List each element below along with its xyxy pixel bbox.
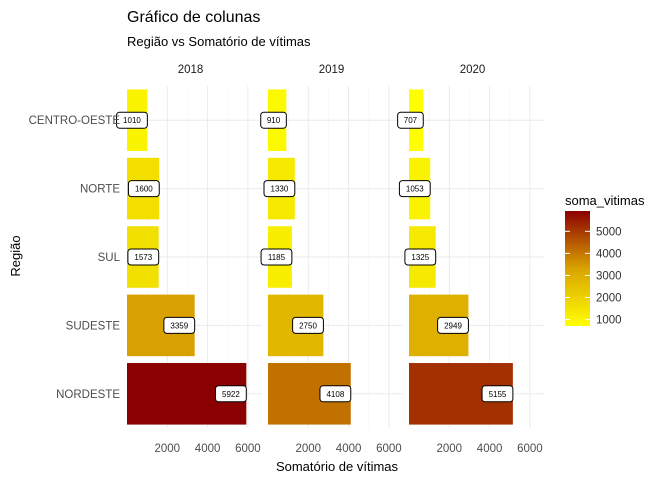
data-label-box	[404, 248, 437, 266]
data-label: 707	[404, 116, 418, 125]
data-label: 1185	[268, 253, 286, 262]
facet-strip-label: 2019	[319, 64, 345, 76]
data-label-box	[437, 316, 469, 334]
data-label-box	[263, 180, 296, 198]
y-axis-ticks: CENTRO-OESTE NORTE SUL SUDESTE NORDESTE	[29, 115, 121, 401]
x-tick-label: 6000	[376, 443, 402, 455]
data-label: 2750	[299, 321, 317, 330]
data-label-box	[398, 180, 431, 198]
data-label: 1010	[123, 116, 141, 125]
x-tick-label: 4000	[195, 443, 221, 455]
chart-title: Gráfico de colunas	[127, 9, 260, 26]
color-legend: soma_vitimas 1000 2000 3000 4000 5000	[565, 193, 645, 327]
legend-tick-label: 3000	[596, 270, 622, 282]
data-label: 2949	[444, 321, 462, 330]
y-tick-label: SUL	[98, 252, 121, 264]
y-axis-title: Região	[8, 235, 23, 276]
data-label-box	[127, 180, 160, 198]
data-label-box	[481, 385, 514, 403]
x-tick-label: 4000	[336, 443, 362, 455]
y-tick-label: NORTE	[80, 184, 120, 196]
x-tick-label: 2000	[155, 443, 181, 455]
legend-tick-label: 4000	[596, 248, 622, 260]
legend-colorbar	[565, 211, 590, 326]
data-label-box	[260, 248, 293, 266]
data-label: 1325	[411, 253, 429, 262]
data-label-box	[116, 111, 148, 129]
y-tick-label: CENTRO-OESTE	[29, 115, 121, 127]
data-label: 1573	[134, 253, 152, 262]
data-label: 3359	[170, 321, 188, 330]
data-label-box	[127, 248, 160, 266]
facet-strip-label: 2020	[460, 64, 486, 76]
data-label: 910	[267, 116, 281, 125]
data-label: 4108	[326, 390, 344, 399]
x-tick-label: 6000	[235, 443, 261, 455]
x-tick-label: 4000	[477, 443, 503, 455]
data-label-box	[319, 385, 352, 403]
y-tick-label: SUDESTE	[66, 320, 121, 332]
x-tick-label: 2000	[437, 443, 463, 455]
legend-title: soma_vitimas	[565, 193, 645, 208]
legend-tick-label: 5000	[596, 226, 622, 238]
data-label-box	[163, 316, 196, 334]
data-label-box	[215, 385, 247, 403]
data-label: 1053	[406, 185, 424, 194]
data-label-box	[260, 111, 287, 129]
facet-panel-2018: 2018 1010 1600 1573 3359 5922 2000 4000 6000	[116, 64, 262, 455]
data-label: 5922	[222, 390, 240, 399]
chart-subtitle: Região vs Somatório de vítimas	[127, 34, 311, 49]
facet-panel-2020: 2020 707 1053 1325 2949 5155 2000 4000 6000	[397, 64, 544, 455]
facet-strip-label: 2018	[178, 64, 204, 76]
data-label-box	[292, 316, 324, 334]
x-tick-label: 2000	[296, 443, 322, 455]
data-label: 1330	[271, 185, 289, 194]
legend-tick-label: 2000	[596, 292, 622, 304]
data-label: 1600	[135, 185, 153, 194]
x-axis-title: Somatório de vítimas	[276, 459, 399, 474]
facet-panel-2019: 2019 910 1330 1185 2750 4108 2000 4000 6000	[260, 64, 403, 455]
data-label-box	[397, 111, 424, 129]
data-label: 5155	[489, 390, 507, 399]
x-tick-label: 6000	[517, 443, 543, 455]
y-tick-label: NORDESTE	[56, 389, 120, 401]
legend-tick-label: 1000	[596, 315, 622, 327]
